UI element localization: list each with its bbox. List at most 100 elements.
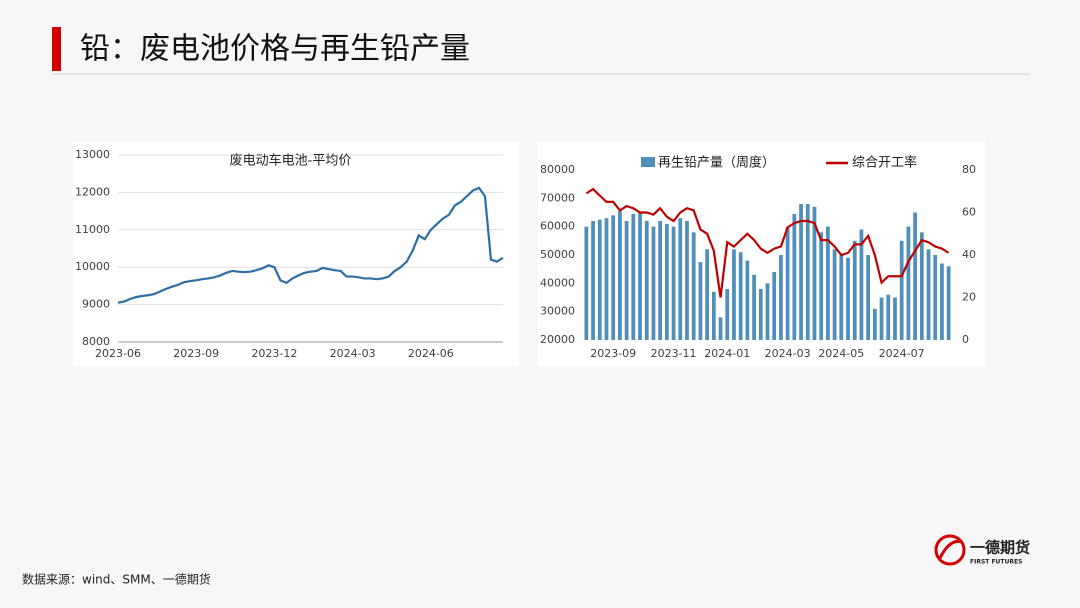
bar xyxy=(805,204,810,340)
bar xyxy=(631,213,636,340)
bar xyxy=(933,255,938,340)
bar xyxy=(832,249,837,340)
bar xyxy=(819,232,824,340)
y2-tick-label: 60 xyxy=(962,206,976,219)
y-tick-label: 11000 xyxy=(75,223,110,236)
bar xyxy=(664,223,669,340)
bar xyxy=(926,249,931,340)
x-tick-label: 2024-03 xyxy=(330,347,376,360)
logo-icon xyxy=(938,539,963,559)
x-tick-label: 2024-03 xyxy=(765,347,811,360)
bar xyxy=(826,226,830,340)
logo-icon xyxy=(934,534,966,566)
x-tick-label: 2023-12 xyxy=(251,347,297,360)
bar xyxy=(779,255,783,340)
y-tick-label: 20000 xyxy=(540,333,575,346)
bar xyxy=(758,289,763,340)
y-tick-label: 13000 xyxy=(75,148,110,161)
bar xyxy=(611,215,616,340)
y-tick-label: 50000 xyxy=(540,248,575,261)
y2-tick-label: 20 xyxy=(962,291,976,304)
logo-subtitle: FIRST FUTURES xyxy=(970,559,1022,566)
bar xyxy=(691,232,696,340)
x-tick-label: 2023-11 xyxy=(651,347,697,360)
bar xyxy=(591,221,595,340)
x-tick-label: 2023-09 xyxy=(590,347,636,360)
bar xyxy=(738,252,743,340)
legend-label: 再生铅产量（周度） xyxy=(658,155,775,171)
legend-swatch xyxy=(641,157,655,167)
y-tick-label: 10000 xyxy=(75,260,110,273)
title-bar xyxy=(52,27,61,71)
y2-tick-label: 0 xyxy=(962,333,969,346)
bar xyxy=(718,317,723,340)
bar xyxy=(604,218,609,340)
bar xyxy=(772,272,777,340)
y-tick-label: 12000 xyxy=(75,185,110,198)
bar xyxy=(658,221,663,340)
bar xyxy=(711,291,716,340)
bar xyxy=(651,226,656,340)
x-tick-label: 2024-01 xyxy=(704,347,750,360)
bar xyxy=(584,226,589,340)
bar xyxy=(946,266,951,340)
y2-tick-label: 40 xyxy=(962,248,976,261)
bar xyxy=(799,204,803,340)
x-tick-label: 2023-09 xyxy=(173,347,219,360)
bar xyxy=(698,262,703,340)
bar xyxy=(624,221,629,340)
bar xyxy=(852,240,857,340)
bar xyxy=(812,206,817,340)
bar xyxy=(644,221,649,340)
bar xyxy=(685,221,689,340)
bar xyxy=(597,219,602,340)
y-tick-label: 40000 xyxy=(540,276,575,289)
y-tick-label: 80000 xyxy=(540,163,575,176)
y-tick-label: 70000 xyxy=(540,191,575,204)
bar xyxy=(732,249,736,340)
slide-title: 铅：废电池价格与再生铅产量 xyxy=(80,32,470,67)
bar xyxy=(725,289,730,340)
x-tick-label: 2024-06 xyxy=(408,347,454,360)
bar xyxy=(638,212,642,340)
bar xyxy=(618,211,622,340)
bar xyxy=(846,257,850,340)
line xyxy=(117,186,504,304)
bar xyxy=(671,226,676,340)
bar xyxy=(752,274,756,340)
x-tick-label: 2024-05 xyxy=(818,347,864,360)
source: 数据来源：wind、SMM、一德期货 xyxy=(22,572,211,587)
x-tick-label: 2024-07 xyxy=(879,347,925,360)
bar xyxy=(899,240,904,340)
bar xyxy=(745,260,750,340)
bar xyxy=(940,263,944,340)
y-tick-label: 9000 xyxy=(82,298,110,311)
panel xyxy=(73,142,519,366)
bar xyxy=(886,294,891,340)
line xyxy=(585,187,950,298)
bar xyxy=(792,213,797,340)
bar xyxy=(785,226,790,340)
x-tick-label: 2023-06 xyxy=(95,347,141,360)
bar xyxy=(906,226,911,340)
y-tick-label: 60000 xyxy=(540,220,575,233)
bar xyxy=(913,212,917,340)
bar xyxy=(893,297,897,340)
bar xyxy=(866,255,871,340)
bar xyxy=(705,249,709,340)
legend-label: 综合开工率 xyxy=(852,155,917,171)
y2-tick-label: 80 xyxy=(962,163,976,176)
bar xyxy=(678,218,683,340)
bar xyxy=(765,283,770,340)
y-tick-label: 30000 xyxy=(540,305,575,318)
logo-name: 一德期货 xyxy=(970,539,1030,557)
bar xyxy=(859,229,864,340)
bar xyxy=(919,232,924,340)
bar xyxy=(872,308,877,340)
chart-title: 废电动车电池-平均价 xyxy=(230,153,352,169)
bar xyxy=(839,255,844,340)
bar xyxy=(879,297,884,340)
y-tick-label: 8000 xyxy=(82,335,110,348)
